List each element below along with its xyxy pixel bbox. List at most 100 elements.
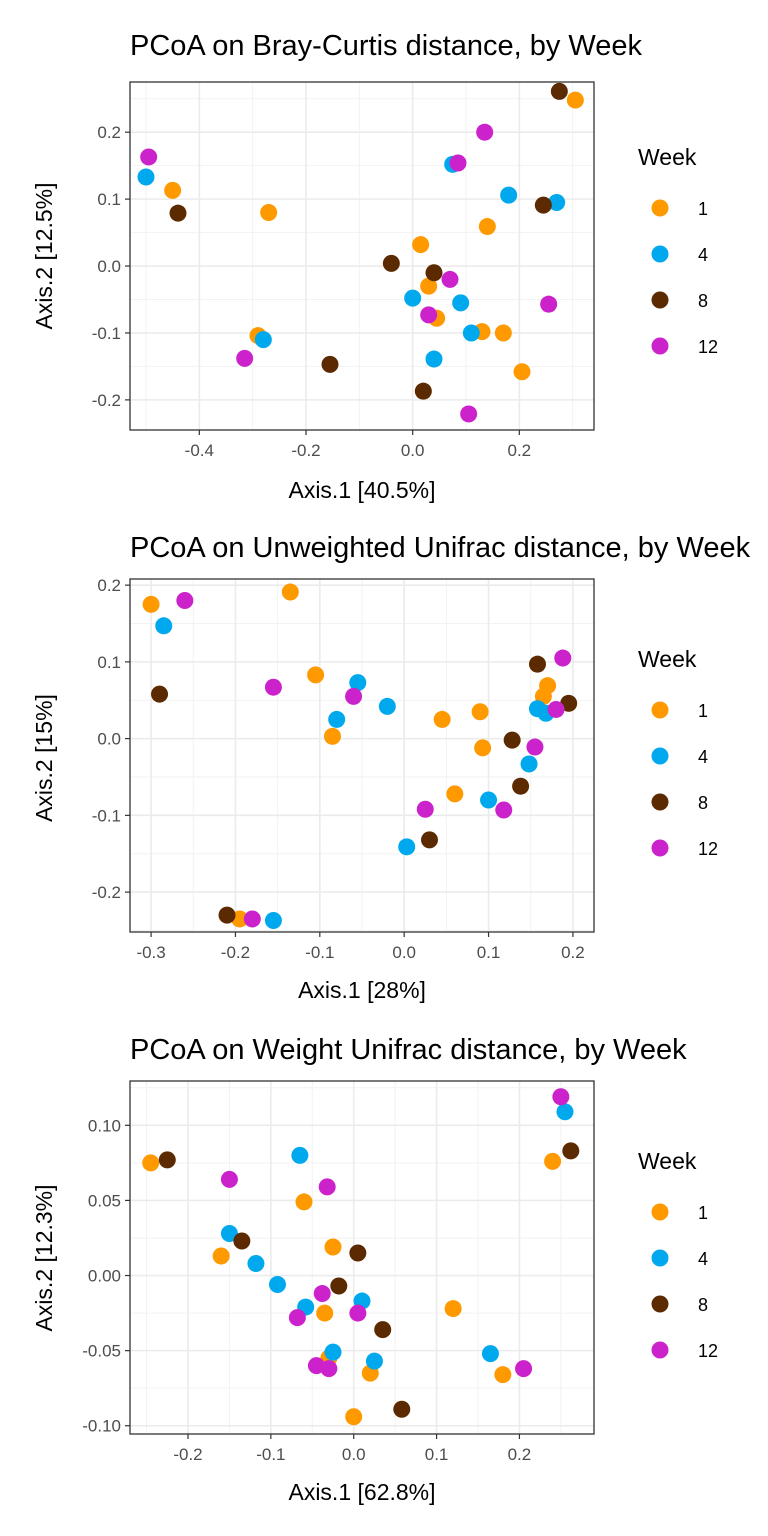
data-point-week-1 bbox=[164, 181, 182, 199]
data-point-week-8 bbox=[562, 1142, 580, 1160]
data-point-week-4 bbox=[137, 168, 155, 186]
data-point-week-12 bbox=[526, 738, 544, 756]
x-axis-title: Axis.1 [28%] bbox=[298, 977, 426, 1003]
data-point-week-8 bbox=[321, 355, 339, 373]
data-point-week-4 bbox=[254, 331, 272, 349]
data-point-week-12 bbox=[449, 154, 467, 172]
legend-key-week-12 bbox=[651, 1341, 669, 1359]
data-point-week-1 bbox=[420, 277, 438, 295]
data-point-week-12 bbox=[243, 910, 261, 928]
legend-label: 4 bbox=[698, 245, 708, 265]
data-point-week-4 bbox=[155, 617, 173, 635]
legend-key-week-8 bbox=[651, 291, 669, 309]
legend-label: 12 bbox=[698, 1341, 718, 1361]
x-axis-title: Axis.1 [62.8%] bbox=[288, 1479, 435, 1505]
y-tick-label: 0.1 bbox=[97, 653, 121, 672]
data-point-week-1 bbox=[471, 703, 489, 721]
data-point-week-4 bbox=[452, 294, 470, 312]
data-point-week-1 bbox=[307, 666, 325, 684]
data-point-week-12 bbox=[476, 123, 494, 141]
data-point-week-8 bbox=[393, 1400, 411, 1418]
legend-title: Week bbox=[638, 144, 697, 170]
data-point-week-1 bbox=[142, 595, 160, 613]
data-point-week-1 bbox=[433, 710, 451, 728]
y-tick-label: -0.05 bbox=[82, 1342, 121, 1361]
data-point-week-4 bbox=[556, 1103, 574, 1121]
legend-label: 12 bbox=[698, 337, 718, 357]
data-point-week-12 bbox=[345, 687, 363, 705]
x-tick-label: -0.4 bbox=[185, 441, 214, 460]
data-point-week-12 bbox=[264, 678, 282, 696]
data-point-week-12 bbox=[495, 801, 513, 819]
data-point-week-1 bbox=[316, 1304, 334, 1322]
y-tick-label: 0.0 bbox=[97, 730, 121, 749]
data-point-week-4 bbox=[220, 1224, 238, 1242]
legend-label: 4 bbox=[698, 747, 708, 767]
x-tick-label: 0.0 bbox=[401, 441, 425, 460]
data-point-week-4 bbox=[548, 193, 566, 211]
data-point-week-8 bbox=[382, 254, 400, 272]
bray-curtis-panel: PCoA on Bray-Curtis distance, by Week -0… bbox=[31, 30, 718, 503]
legend-label: 8 bbox=[698, 291, 708, 311]
data-point-week-8 bbox=[374, 1321, 392, 1339]
legend-key-week-4 bbox=[651, 1249, 669, 1267]
chart-title: PCoA on Weight Unifrac distance, by Week bbox=[130, 1034, 687, 1066]
plot-area: -0.3 -0.2 -0.1 0.0 0.1 0.2 -0.2 -0.1 0.0 0.1 0.2 bbox=[92, 576, 595, 962]
legend: 1 4 8 12 bbox=[651, 1203, 718, 1361]
data-point-week-8 bbox=[330, 1277, 348, 1295]
legend-label: 8 bbox=[698, 793, 708, 813]
x-tick-label: 0.2 bbox=[508, 1445, 532, 1464]
data-point-week-12 bbox=[420, 306, 438, 324]
x-tick-label: 0.2 bbox=[561, 943, 585, 962]
y-tick-label: 0.0 bbox=[97, 257, 121, 276]
data-point-week-4 bbox=[264, 911, 282, 929]
data-point-week-8 bbox=[550, 82, 568, 100]
data-point-week-1 bbox=[345, 1408, 363, 1426]
data-point-week-8 bbox=[169, 204, 187, 222]
data-point-week-12 bbox=[288, 1309, 306, 1327]
legend-label: 1 bbox=[698, 199, 708, 219]
data-point-week-1 bbox=[412, 236, 430, 254]
legend-label: 1 bbox=[698, 1203, 708, 1223]
legend-key-week-8 bbox=[651, 1295, 669, 1313]
legend-title: Week bbox=[638, 1148, 697, 1174]
data-point-week-4 bbox=[378, 697, 396, 715]
legend: 1 4 8 12 bbox=[651, 701, 718, 859]
data-point-week-4 bbox=[268, 1276, 286, 1294]
x-tick-label: 0.1 bbox=[425, 1445, 449, 1464]
data-point-week-8 bbox=[151, 685, 169, 703]
data-point-week-1 bbox=[212, 1247, 230, 1265]
data-point-week-1 bbox=[474, 739, 492, 757]
data-point-week-8 bbox=[158, 1151, 176, 1169]
data-point-week-1 bbox=[281, 583, 299, 601]
data-point-week-8 bbox=[425, 264, 443, 282]
x-tick-label: -0.2 bbox=[221, 943, 250, 962]
data-point-week-8 bbox=[349, 1244, 367, 1262]
chart-title: PCoA on Bray-Curtis distance, by Week bbox=[130, 30, 643, 62]
data-point-week-1 bbox=[478, 218, 496, 236]
data-point-week-4 bbox=[349, 674, 367, 692]
data-point-week-1 bbox=[494, 1366, 512, 1384]
data-point-week-4 bbox=[404, 289, 422, 307]
data-point-week-8 bbox=[218, 906, 236, 924]
x-tick-label: -0.2 bbox=[291, 441, 320, 460]
data-point-week-12 bbox=[176, 591, 194, 609]
data-point-week-12 bbox=[320, 1360, 338, 1378]
data-point-week-1 bbox=[324, 1238, 342, 1256]
legend-label: 4 bbox=[698, 1249, 708, 1269]
x-tick-label: 0.0 bbox=[342, 1445, 366, 1464]
legend-label: 1 bbox=[698, 701, 708, 721]
data-point-week-4 bbox=[324, 1343, 342, 1361]
data-point-week-12 bbox=[313, 1285, 331, 1303]
data-point-week-4 bbox=[425, 350, 443, 368]
data-point-week-12 bbox=[318, 1178, 336, 1196]
legend-title: Week bbox=[638, 646, 697, 672]
y-tick-label: -0.2 bbox=[92, 391, 121, 410]
data-point-week-12 bbox=[515, 1360, 533, 1378]
data-point-week-12 bbox=[547, 700, 565, 718]
data-point-week-1 bbox=[323, 727, 341, 745]
x-tick-label: -0.3 bbox=[136, 943, 165, 962]
y-axis-title: Axis.2 [12.3%] bbox=[31, 1184, 57, 1331]
data-point-week-12 bbox=[552, 1088, 570, 1106]
plot-border bbox=[129, 578, 595, 933]
